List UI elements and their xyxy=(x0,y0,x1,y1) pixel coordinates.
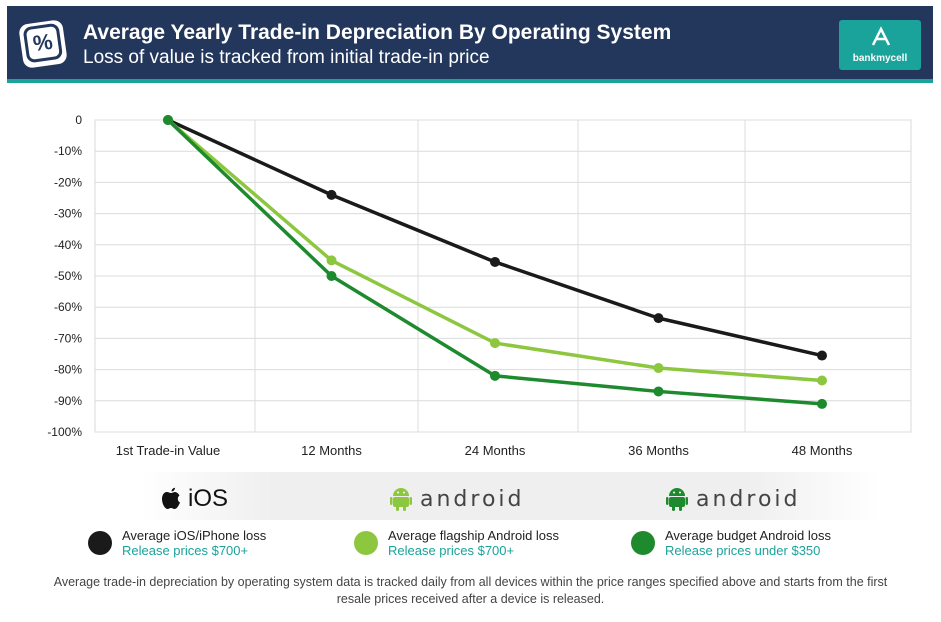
percent-badge-icon: % xyxy=(18,19,68,69)
x-tick-label: 48 Months xyxy=(792,443,853,458)
data-point xyxy=(653,386,664,397)
legend-band xyxy=(140,472,880,520)
y-tick-label: -60% xyxy=(54,300,82,314)
x-tick-label: 36 Months xyxy=(628,443,689,458)
line-chart: 0 -10% -20% -30% -40% -50% -60% -70% -80% -90% -10… xyxy=(47,113,912,458)
android-icon xyxy=(390,488,412,511)
x-tick-label: 12 Months xyxy=(301,443,362,458)
apple-icon xyxy=(162,487,180,509)
legend-price-range: Release prices under $350 xyxy=(665,543,821,558)
data-point xyxy=(163,115,173,125)
data-point xyxy=(326,255,337,266)
x-tick-label: 24 Months xyxy=(465,443,526,458)
android-budget-logo: android xyxy=(666,486,801,512)
legend-label: Average iOS/iPhone loss xyxy=(122,528,267,543)
legend-price-range: Release prices $700+ xyxy=(388,543,515,558)
chart-subtitle: Loss of value is tracked from initial tr… xyxy=(83,47,490,68)
data-point xyxy=(817,375,827,386)
percent-symbol: % xyxy=(22,22,64,64)
data-point xyxy=(817,398,827,409)
brand-name: bankmycell xyxy=(852,53,908,64)
data-point xyxy=(817,350,827,361)
legend-price-range: Release prices $700+ xyxy=(122,543,249,558)
y-tick-label: -40% xyxy=(54,238,82,252)
y-tick-label: -50% xyxy=(54,269,82,283)
brand-logo[interactable]: bankmycell xyxy=(839,20,921,70)
data-point xyxy=(653,313,664,324)
android-flagship-label: android xyxy=(420,486,525,512)
legend-swatch-ios xyxy=(88,531,112,555)
y-tick-label: -10% xyxy=(54,144,82,158)
footnote: Average trade-in depreciation by operati… xyxy=(53,575,888,606)
legend-label: Average budget Android loss xyxy=(665,528,831,543)
android-icon xyxy=(666,488,688,511)
legend-swatch-android-budget xyxy=(631,531,655,555)
data-point xyxy=(490,256,500,267)
header-banner: % Average Yearly Trade-in Depreciation B… xyxy=(7,6,933,83)
x-tick-label: 1st Trade-in Value xyxy=(116,443,221,458)
android-budget-label: android xyxy=(696,486,801,512)
y-tick-label: -90% xyxy=(54,394,82,408)
ios-label: iOS xyxy=(188,485,229,512)
y-tick-label: -20% xyxy=(54,175,82,189)
data-point xyxy=(653,363,664,374)
android-flagship-logo: android xyxy=(390,486,525,512)
chart-title: Average Yearly Trade-in Depreciation By … xyxy=(83,21,672,44)
legend-label: Average flagship Android loss xyxy=(388,528,560,543)
legend-swatch-android-flagship xyxy=(354,531,378,555)
data-point xyxy=(490,370,500,381)
y-tick-label: -70% xyxy=(54,331,82,345)
y-tick-label: -30% xyxy=(54,207,82,221)
y-tick-label: -100% xyxy=(47,425,82,439)
data-point xyxy=(326,189,337,200)
data-point xyxy=(326,271,337,281)
y-tick-label: -80% xyxy=(54,363,82,377)
ios-logo: iOS xyxy=(160,485,229,512)
brand-mark-icon xyxy=(871,26,891,46)
data-point xyxy=(490,338,500,349)
y-tick-label: 0 xyxy=(75,113,82,127)
